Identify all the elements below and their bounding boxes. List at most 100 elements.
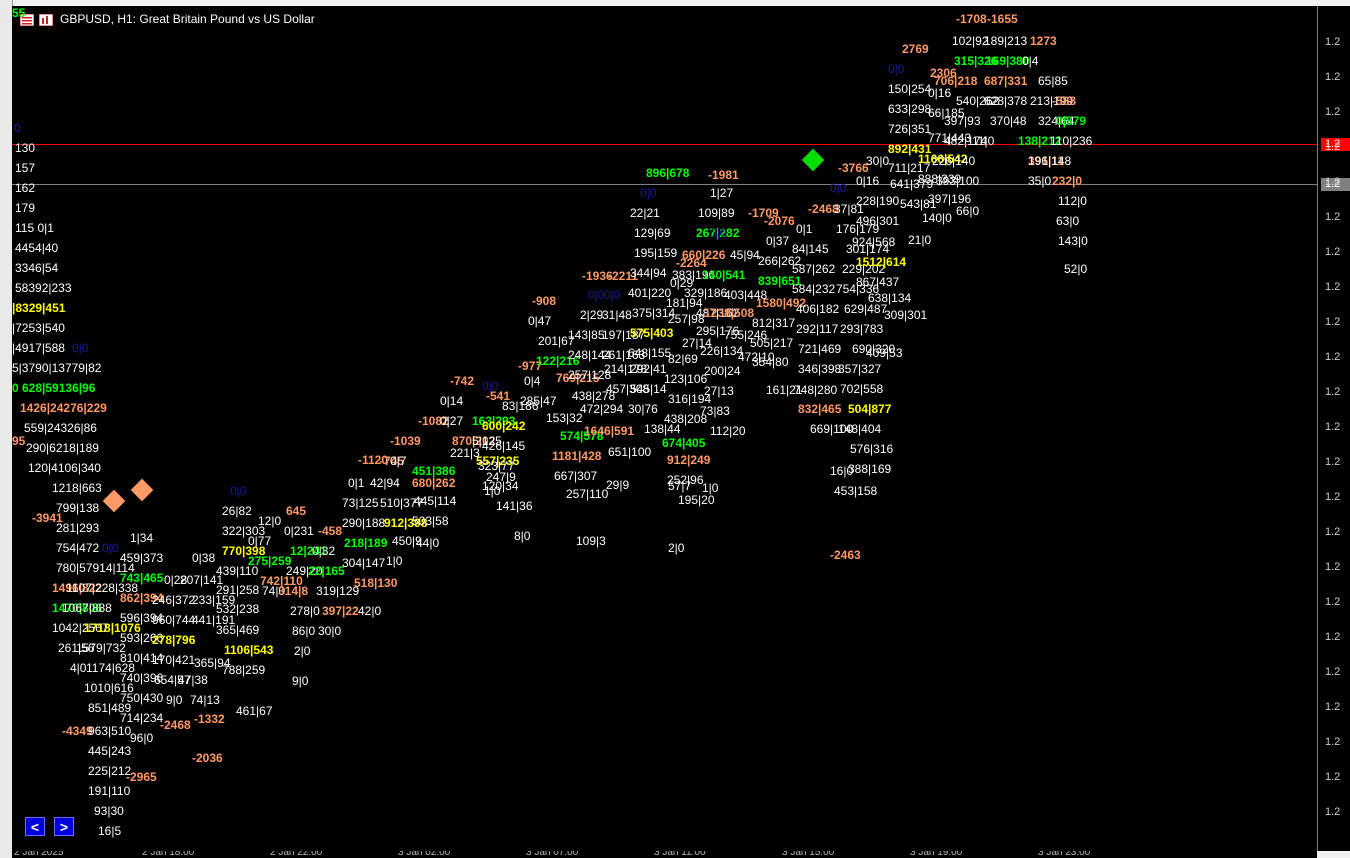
volume-label: 11|0 <box>972 134 995 148</box>
ask-price-line <box>12 184 1317 185</box>
volume-label: 73|125 <box>342 496 379 510</box>
volume-label: 388|169 <box>848 462 892 476</box>
volume-label: 22|21 <box>630 206 660 220</box>
volume-label: 267|282 <box>696 226 740 240</box>
price-axis-label: 1.2 <box>1325 386 1341 398</box>
volume-label: 445|243 <box>88 744 132 758</box>
volume-label: -1332 <box>194 712 225 726</box>
volume-label: 30|76 <box>628 402 658 416</box>
volume-label: 912|398 <box>384 516 428 530</box>
volume-label: 9|0 <box>292 674 309 688</box>
volume-label: 45|94 <box>730 248 760 262</box>
volume-label: 754|336 <box>836 282 880 296</box>
volume-label: 4|0 <box>70 661 87 675</box>
volume-label: 278|0 <box>290 604 320 618</box>
volume-label: 870|202 <box>452 434 496 448</box>
chart-list-icon[interactable] <box>20 14 34 26</box>
volume-label: 346|398 <box>798 362 842 376</box>
volume-label: 1646|591 <box>584 424 635 438</box>
volume-label: 140|541 <box>702 268 746 282</box>
volume-label: 293|783 <box>840 322 884 336</box>
volume-label: 504|877 <box>848 402 892 416</box>
volume-label: 438|208 <box>664 412 708 426</box>
price-axis-label: 1.2 <box>1325 281 1341 293</box>
volume-label: 162 <box>15 181 36 195</box>
price-axis-label: 1.2 <box>1325 71 1341 83</box>
volume-label: 301|174 <box>846 242 890 256</box>
volume-label: 290|188 <box>342 516 386 530</box>
price-axis-label: 1.2 <box>1325 561 1341 573</box>
volume-label: 247|9 <box>486 470 516 484</box>
volume-label: 667|307 <box>554 469 598 483</box>
volume-label: 0|38 <box>192 551 216 565</box>
volume-label: 191|110 <box>88 784 131 798</box>
time-axis-label: 2 Jan 22:00 <box>270 851 323 858</box>
volume-label: 96|0 <box>130 731 154 745</box>
volume-label: 439|110 <box>216 564 259 578</box>
volume-label: -1039 <box>390 434 421 448</box>
volume-label: 584|232 <box>792 282 836 296</box>
volume-label: 148|404 <box>838 422 882 436</box>
chart-type-icon[interactable] <box>39 14 53 26</box>
volume-label: 197|187 <box>602 328 646 342</box>
volume-label: 163|293 <box>472 414 516 428</box>
bid-price-line <box>12 144 1317 145</box>
volume-label: 518|130 <box>354 576 398 590</box>
volume-label: -1655 <box>987 12 1018 26</box>
volume-label: 397|93 <box>944 114 981 128</box>
volume-label: 1218|663 <box>52 481 102 495</box>
volume-label: 680|262 <box>412 476 456 490</box>
price-axis-label: 1.2 <box>1325 456 1341 468</box>
price-axis[interactable]: 1.2 1.2 1.2 1.2 1.2 1.2 1.2 1.2 1.2 1.2 1.2 1.2 1.… <box>1317 6 1350 851</box>
volume-label: 687|331 <box>984 74 1028 88</box>
volume-label: 645 <box>286 504 307 518</box>
price-axis-label: 1.2 <box>1325 806 1341 818</box>
volume-label: 769|215 <box>556 371 600 385</box>
volume-label: 2|0 <box>668 541 685 555</box>
volume-label: 754|472 <box>56 541 100 555</box>
volume-label: 314|8 <box>278 584 309 598</box>
volume-label: 120|34 <box>482 479 519 493</box>
scroll-left-button[interactable]: < <box>25 817 45 836</box>
volume-label: 226|134 <box>700 344 744 358</box>
chart-area[interactable]: GBPUSD, H1: Great Britain Pound vs US Do… <box>12 6 1317 851</box>
volume-label: 225|212 <box>88 764 132 778</box>
volume-label: 257|128 <box>568 368 612 382</box>
volume-label: 30|0 <box>866 154 890 168</box>
time-axis[interactable]: 2 Jan 2025 2 Jan 18:00 2 Jan 22:00 3 Jan 02… <box>12 851 1317 858</box>
sell-signal-diamond <box>102 489 126 513</box>
volume-label: 0|47 <box>528 314 552 328</box>
volume-label: 213|199 <box>1030 94 1074 108</box>
volume-label: 354|80 <box>752 355 789 369</box>
volume-label: 1|27 <box>710 186 734 200</box>
volume-label: 633|298 <box>888 102 932 116</box>
volume-label: -2211 <box>608 269 639 283</box>
volume-label: 161|21 <box>766 383 803 397</box>
volume-label: 58392|233 <box>15 281 72 295</box>
volume-label: 629|487 <box>844 302 888 316</box>
volume-label: -3941 <box>32 511 63 525</box>
volume-label: 832|465 <box>798 402 842 416</box>
time-axis-label: 3 Jan 15:00 <box>782 851 835 858</box>
volume-label: 257|110 <box>566 487 609 501</box>
volume-label: 557|235 <box>476 454 520 468</box>
volume-label: 292|41 <box>630 362 667 376</box>
volume-label: 292|117 <box>796 322 839 336</box>
scroll-right-button[interactable]: > <box>54 817 74 836</box>
volume-label: 451|386 <box>412 464 456 478</box>
volume-label: -541 <box>486 389 511 403</box>
volume-label: -2965 <box>126 770 157 784</box>
volume-label: 540|262 <box>956 94 1000 108</box>
volume-label: 266|262 <box>758 254 802 268</box>
price-axis-label: 1.2 <box>1325 631 1341 643</box>
volume-label: 426|145 <box>482 439 526 453</box>
volume-label: 587|262 <box>792 262 836 276</box>
volume-label: 1|0 <box>386 554 403 568</box>
volume-label: 0|0 <box>588 288 605 302</box>
volume-label: 232|0 <box>1052 174 1083 188</box>
volume-label: 2|29 <box>580 308 604 322</box>
volume-label: 654|57 <box>154 673 191 687</box>
volume-label: 309|301 <box>884 308 928 322</box>
volume-label: 248|144 <box>568 348 612 362</box>
volume-label: 690|320 <box>852 342 896 356</box>
